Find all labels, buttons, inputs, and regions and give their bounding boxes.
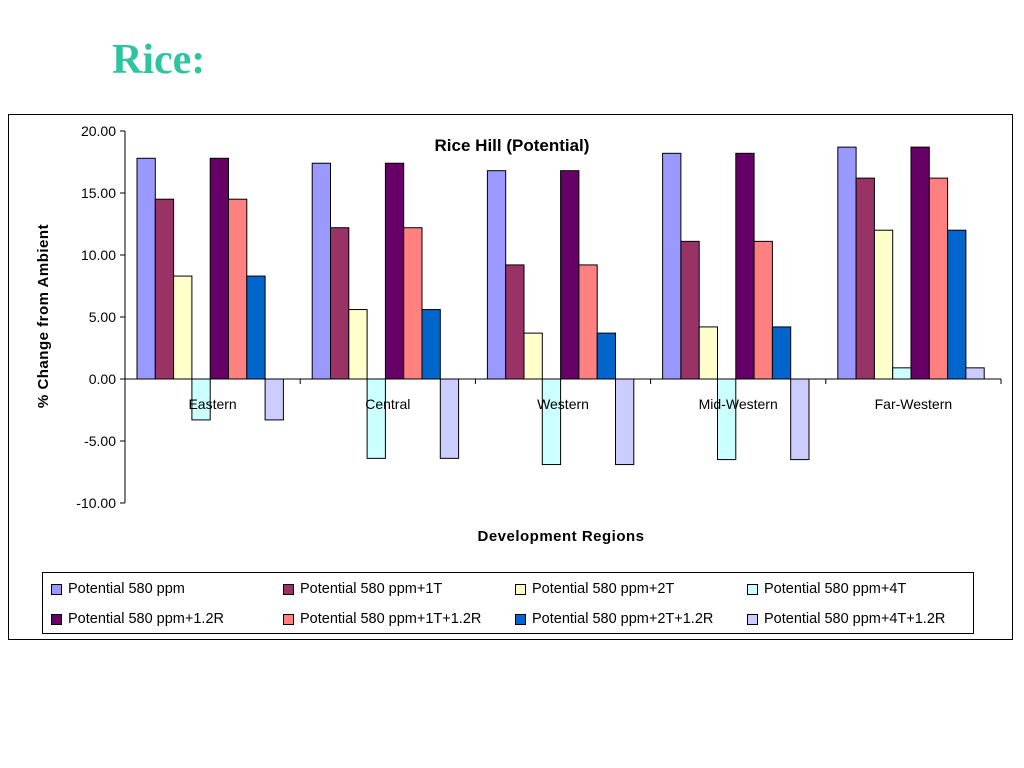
bar-4-mid-western: [717, 378, 737, 461]
bar-2-eastern: [154, 198, 175, 380]
y-tick-label: 20.00: [81, 123, 116, 139]
bar-1-far-western: [837, 146, 857, 380]
bar-6-eastern: [228, 198, 248, 380]
bar-3-western: [523, 332, 543, 380]
bar-4-western: [541, 378, 562, 466]
legend-label: Potential 580 ppm+4T: [764, 581, 907, 597]
legend-swatch: [283, 583, 294, 595]
legend-item: Potential 580 ppm+4T: [747, 574, 979, 604]
legend-item: Potential 580 ppm+1.2R: [51, 604, 283, 634]
legend-item: Potential 580 ppm: [51, 574, 283, 604]
legend-swatch: [51, 583, 62, 595]
bar-7-far-western: [947, 229, 967, 380]
legend-item: Potential 580 ppm+1T+1.2R: [283, 604, 515, 634]
y-tick-label: 0.00: [89, 371, 116, 387]
legend-swatch: [51, 613, 62, 625]
x-category-label: Central: [365, 396, 410, 412]
legend-swatch: [747, 613, 758, 625]
legend-swatch: [747, 583, 758, 595]
legend-item: Potential 580 ppm+1T: [283, 574, 515, 604]
y-tick-label: -10.00: [76, 495, 116, 511]
legend-label: Potential 580 ppm+1.2R: [68, 611, 224, 627]
bar-8-central: [439, 378, 460, 459]
y-axis-label: % Change from Ambient: [35, 224, 52, 408]
legend-swatch: [283, 613, 294, 625]
y-tick-label: 5.00: [89, 309, 116, 325]
legend-label: Potential 580 ppm+2T+1.2R: [532, 611, 714, 627]
bar-8-western: [615, 378, 635, 466]
y-ticks-group: 20.00 15.00 10.00 5.00 0.00 -5.00 -10.00: [76, 123, 125, 511]
bar-5-eastern: [209, 157, 229, 380]
bar-8-far-western: [965, 367, 985, 380]
bar-4-central: [366, 378, 386, 459]
bar-7-eastern: [246, 275, 266, 380]
legend-label: Potential 580 ppm+1T: [300, 581, 443, 597]
x-category-label: Mid-Western: [699, 396, 778, 412]
y-tick-label: 10.00: [81, 247, 116, 263]
x-category-label: Far-Western: [875, 396, 953, 412]
bar-3-central: [348, 309, 368, 380]
y-tick-label: 15.00: [81, 185, 116, 201]
chart-legend: Potential 580 ppm Potential 580 ppm+1T Pot…: [42, 572, 974, 634]
legend-swatch: [515, 583, 526, 595]
x-category-label: Western: [537, 396, 589, 412]
bar-1-central: [311, 162, 332, 380]
bar-2-mid-western: [680, 240, 700, 380]
y-tick-label: -5.00: [84, 433, 116, 449]
bar-6-central: [403, 227, 423, 380]
x-axis-label: Development Regions: [477, 528, 644, 545]
legend-item: Potential 580 ppm+4T+1.2R: [747, 604, 979, 634]
x-category-label: Eastern: [188, 396, 236, 412]
legend-label: Potential 580 ppm+1T+1.2R: [300, 611, 482, 627]
bar-6-mid-western: [753, 240, 773, 380]
bar-3-mid-western: [698, 326, 719, 380]
bar-5-far-western: [910, 146, 930, 380]
bar-7-western: [596, 332, 617, 380]
bar-5-mid-western: [735, 152, 755, 380]
bar-6-western: [578, 264, 598, 380]
slide-title: Rice:: [112, 37, 206, 83]
bar-8-eastern: [264, 378, 284, 421]
bars-group: [136, 146, 985, 466]
bar-1-mid-western: [662, 152, 682, 380]
bar-1-eastern: [136, 157, 156, 380]
bar-2-central: [330, 227, 350, 380]
bar-1-western: [486, 170, 507, 380]
bar-5-central: [384, 162, 405, 380]
bar-5-western: [560, 170, 580, 380]
bar-7-mid-western: [771, 326, 792, 380]
legend-item: Potential 580 ppm+2T: [515, 574, 747, 604]
legend-label: Potential 580 ppm: [68, 581, 185, 597]
legend-label: Potential 580 ppm+4T+1.2R: [764, 611, 946, 627]
bar-8-mid-western: [790, 378, 810, 461]
bar-7-central: [421, 309, 441, 380]
legend-item: Potential 580 ppm+2T+1.2R: [515, 604, 747, 634]
bar-6-far-western: [928, 177, 949, 380]
bar-2-far-western: [855, 177, 875, 380]
legend-label: Potential 580 ppm+2T: [532, 581, 675, 597]
bar-3-eastern: [173, 275, 193, 380]
legend-swatch: [515, 613, 526, 625]
x-categories-group: Eastern Central Western Mid-Western Far-West…: [188, 396, 952, 412]
bar-2-western: [505, 264, 525, 380]
bar-4-far-western: [892, 367, 912, 380]
chart-title: Rice Hill (Potential): [435, 136, 590, 155]
bar-3-far-western: [873, 229, 894, 380]
